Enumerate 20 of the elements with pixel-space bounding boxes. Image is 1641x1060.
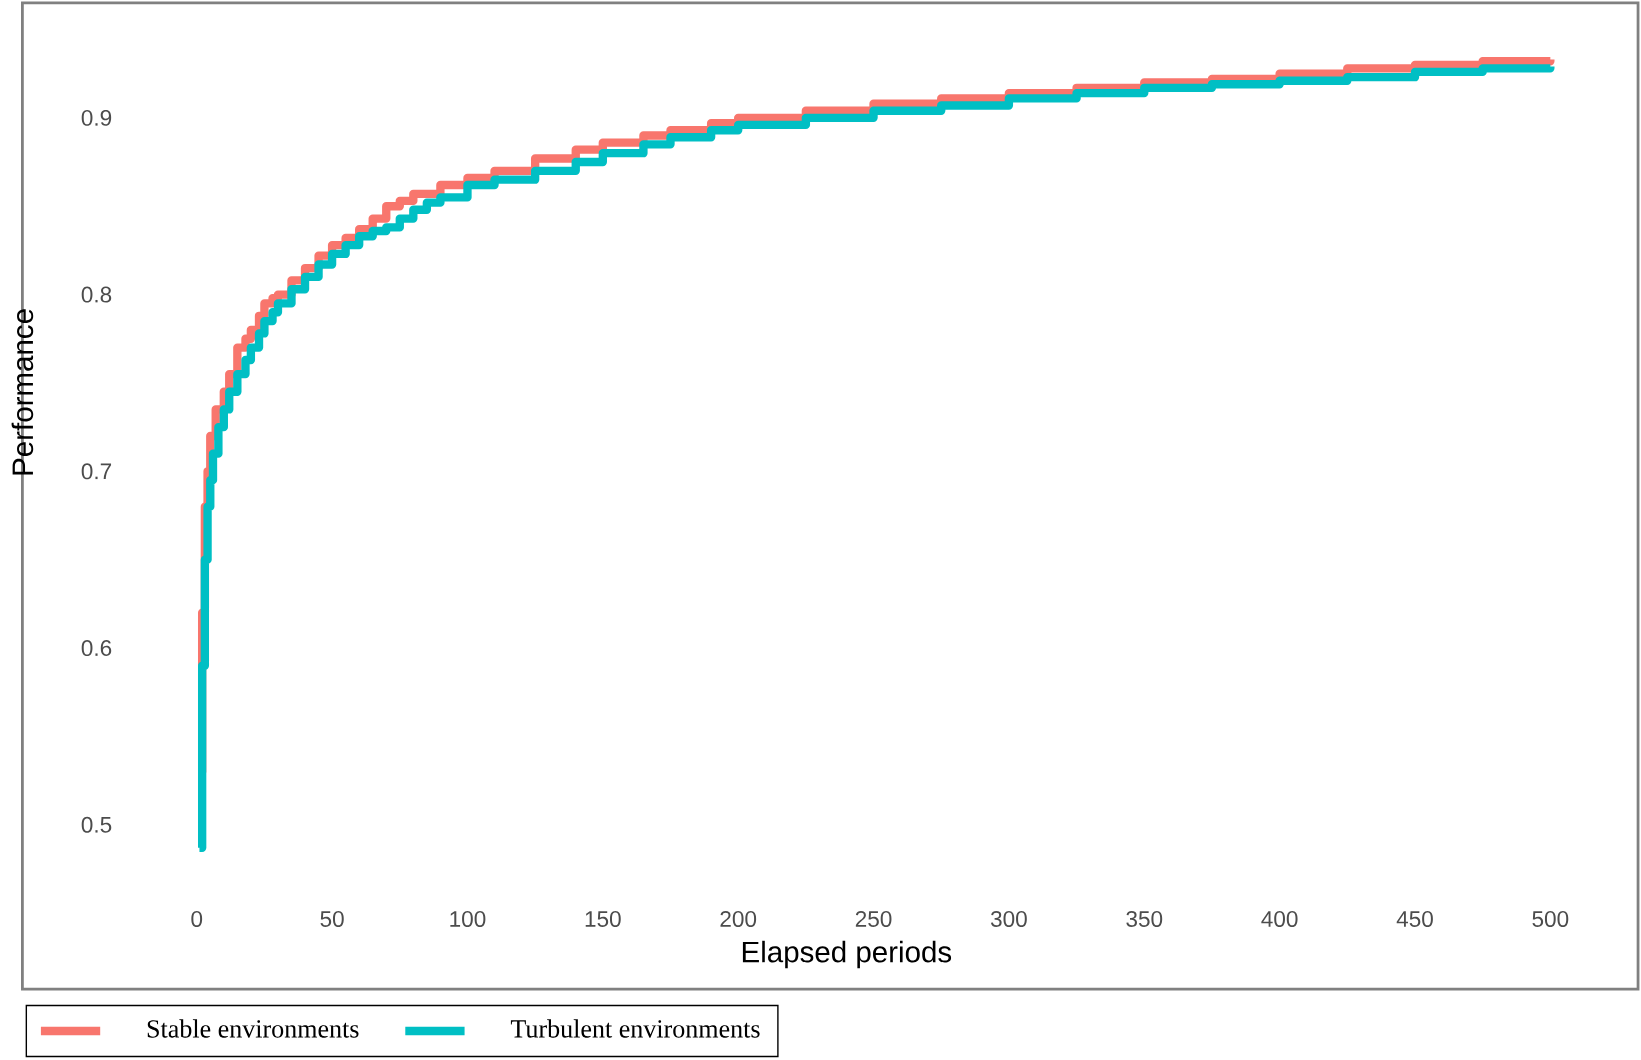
y-tick-label: 0.7 <box>81 463 112 480</box>
y-tick-label: 0.9 <box>81 109 112 126</box>
legend-label: Stable environments <box>147 1019 359 1038</box>
x-axis-title: Elapsed periods <box>742 940 952 969</box>
x-tick-label: 250 <box>855 910 892 927</box>
x-tick-label: 100 <box>450 910 486 927</box>
x-tick-label: 200 <box>720 910 757 927</box>
y-tick-label: 0.6 <box>81 639 112 656</box>
x-tick-label: 500 <box>1532 910 1569 927</box>
x-tick-label: 150 <box>585 910 621 927</box>
x-tick-label: 0 <box>191 910 203 927</box>
x-tick-label: 50 <box>320 910 344 927</box>
legend-label: Turbulent environments <box>510 1019 760 1038</box>
x-tick-label: 400 <box>1261 910 1298 927</box>
y-tick-label: 0.8 <box>81 286 112 303</box>
y-axis-title: Performance <box>11 309 34 475</box>
x-tick-label: 450 <box>1396 910 1433 927</box>
x-tick-label: 300 <box>990 910 1027 927</box>
y-tick-label: 0.5 <box>81 816 112 833</box>
x-tick-label: 350 <box>1126 910 1163 927</box>
